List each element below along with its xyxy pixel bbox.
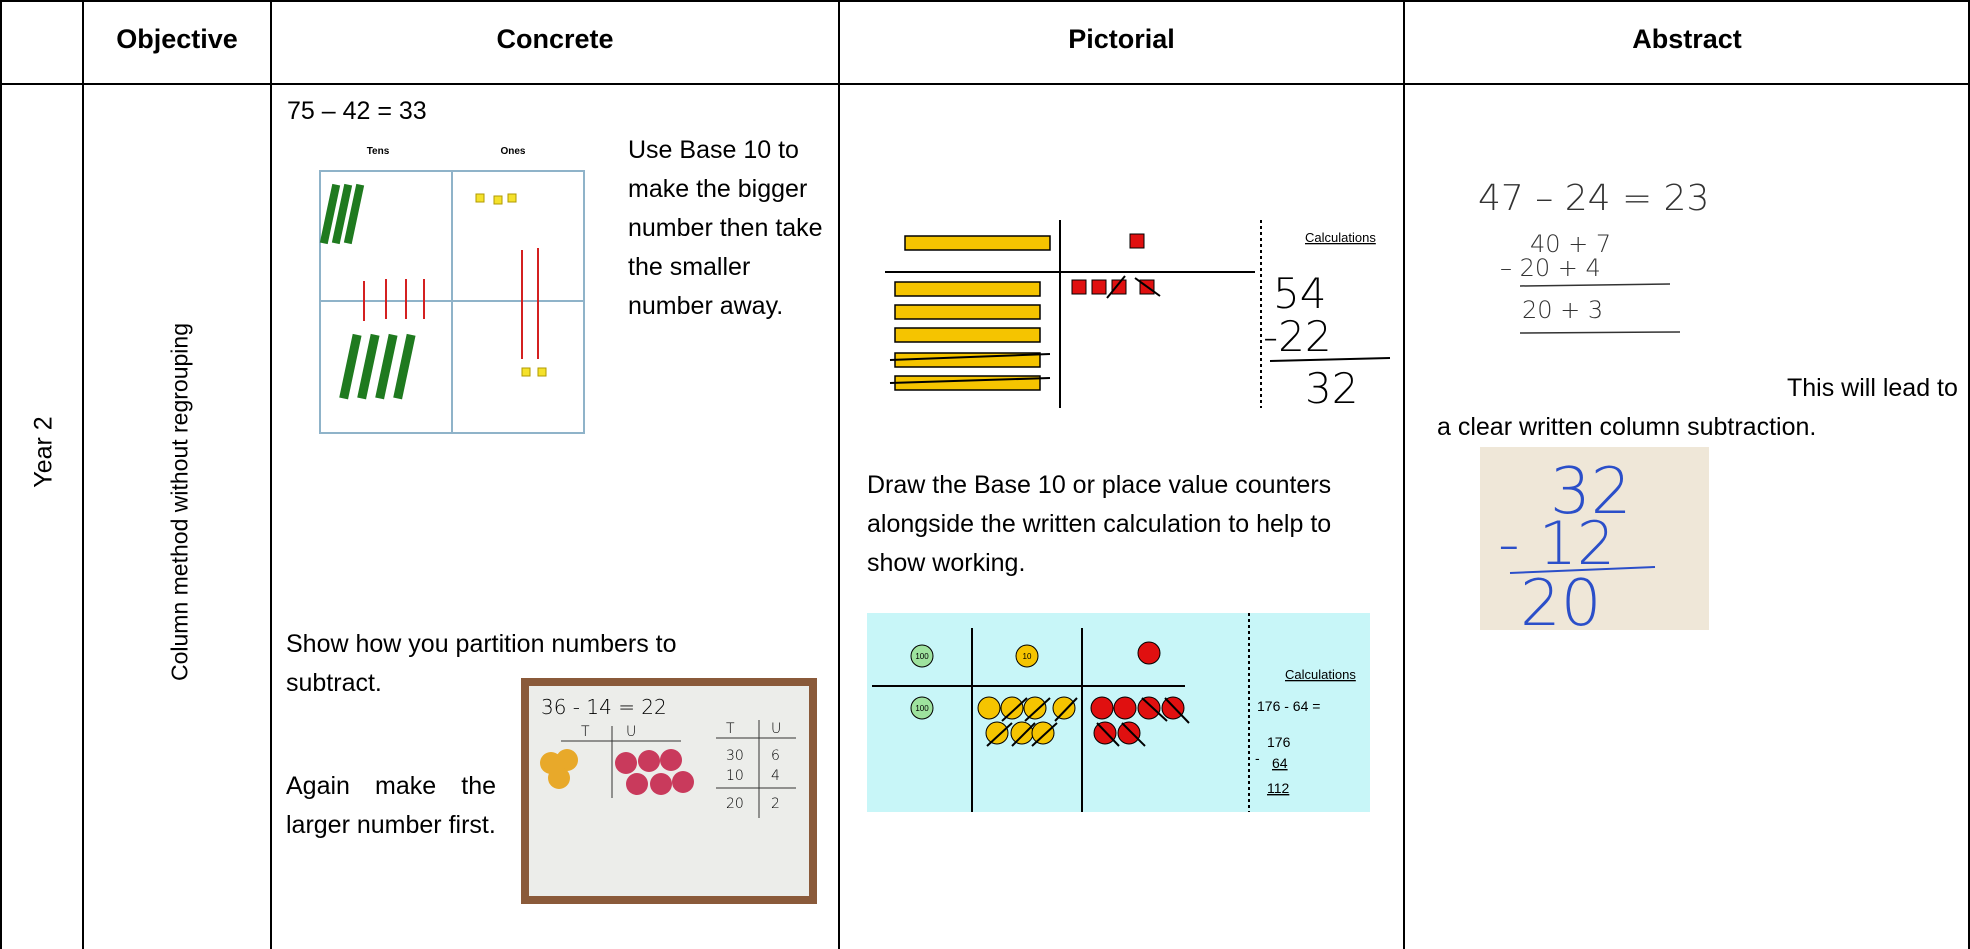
image-label: Calculations [1305,230,1376,245]
photo-label: T [726,721,735,737]
column-header: Abstract [1632,24,1742,54]
image-label: Ones [500,146,525,157]
photo-label: 32 [1550,455,1631,529]
image-label: Calculations [1285,667,1356,682]
counter-label: 100 [915,704,929,713]
objective: Column method without regrouping [166,323,193,681]
handwritten-working: 47 – 24 = 23 40 + 7 – 20 + 4 20 + 3 [1478,178,1709,334]
photo-label: 20 [1520,567,1601,630]
instruction: Use Base 10 to make the bigger number th… [628,136,823,320]
counters-drawing: 100 100 10 Calculations 176 - 64 = 176 -… [867,613,1370,812]
image-label: 176 [1267,734,1291,750]
column-header: Objective [116,24,238,54]
image-label: - [1255,750,1260,766]
image-label: -22 [1263,312,1332,361]
image-label: 112 [1267,780,1290,796]
instruction: Show how you partition numbers to subtra… [286,630,677,697]
photo-label: 20 [726,796,744,812]
image-label: 64 [1272,755,1288,771]
photo-label: U [771,721,781,737]
working-line: 47 – 24 = 23 [1478,178,1709,219]
column-header: Pictorial [1068,24,1175,54]
photo-label: - 12 [1498,509,1615,579]
photo-label: 6 [771,748,780,764]
instruction: Again make the larger number first. [286,772,496,839]
photo-label: 4 [771,768,780,784]
instruction: Draw the Base 10 or place value counters… [867,471,1332,577]
counter-label: 10 [1023,652,1032,661]
column-photo: 32 - 12 20 [1480,447,1709,630]
explanation: This will lead to a clear written column… [1437,374,1958,441]
counter-label: 100 [915,652,929,661]
photo-label: 30 [726,748,744,764]
photo-label: T [581,724,590,740]
image-label: 54 [1273,269,1326,318]
base10-drawing: Calculations 54 -22 32 [885,220,1391,412]
column-header: Concrete [496,24,614,54]
working-line: – 20 + 4 [1500,254,1601,282]
image-label: 176 - 64 = [1257,698,1320,714]
working-line: 40 + 7 [1530,230,1611,258]
image-label: Tens [367,146,390,157]
photo-label: U [626,724,636,740]
working-line: 20 + 3 [1522,296,1603,324]
equation: 75 – 42 = 33 [287,97,427,125]
row-label: Year 2 [29,416,58,488]
whiteboard-photo: 36 - 14 = 22 T U T U 30 6 10 4 20 2 [521,678,817,904]
photo-label: 2 [771,796,780,812]
image-label: 32 [1305,364,1358,412]
photo-label: 10 [726,768,744,784]
base10-image: Tens Ones [319,146,585,434]
photo-label: 36 - 14 = 22 [541,695,667,719]
